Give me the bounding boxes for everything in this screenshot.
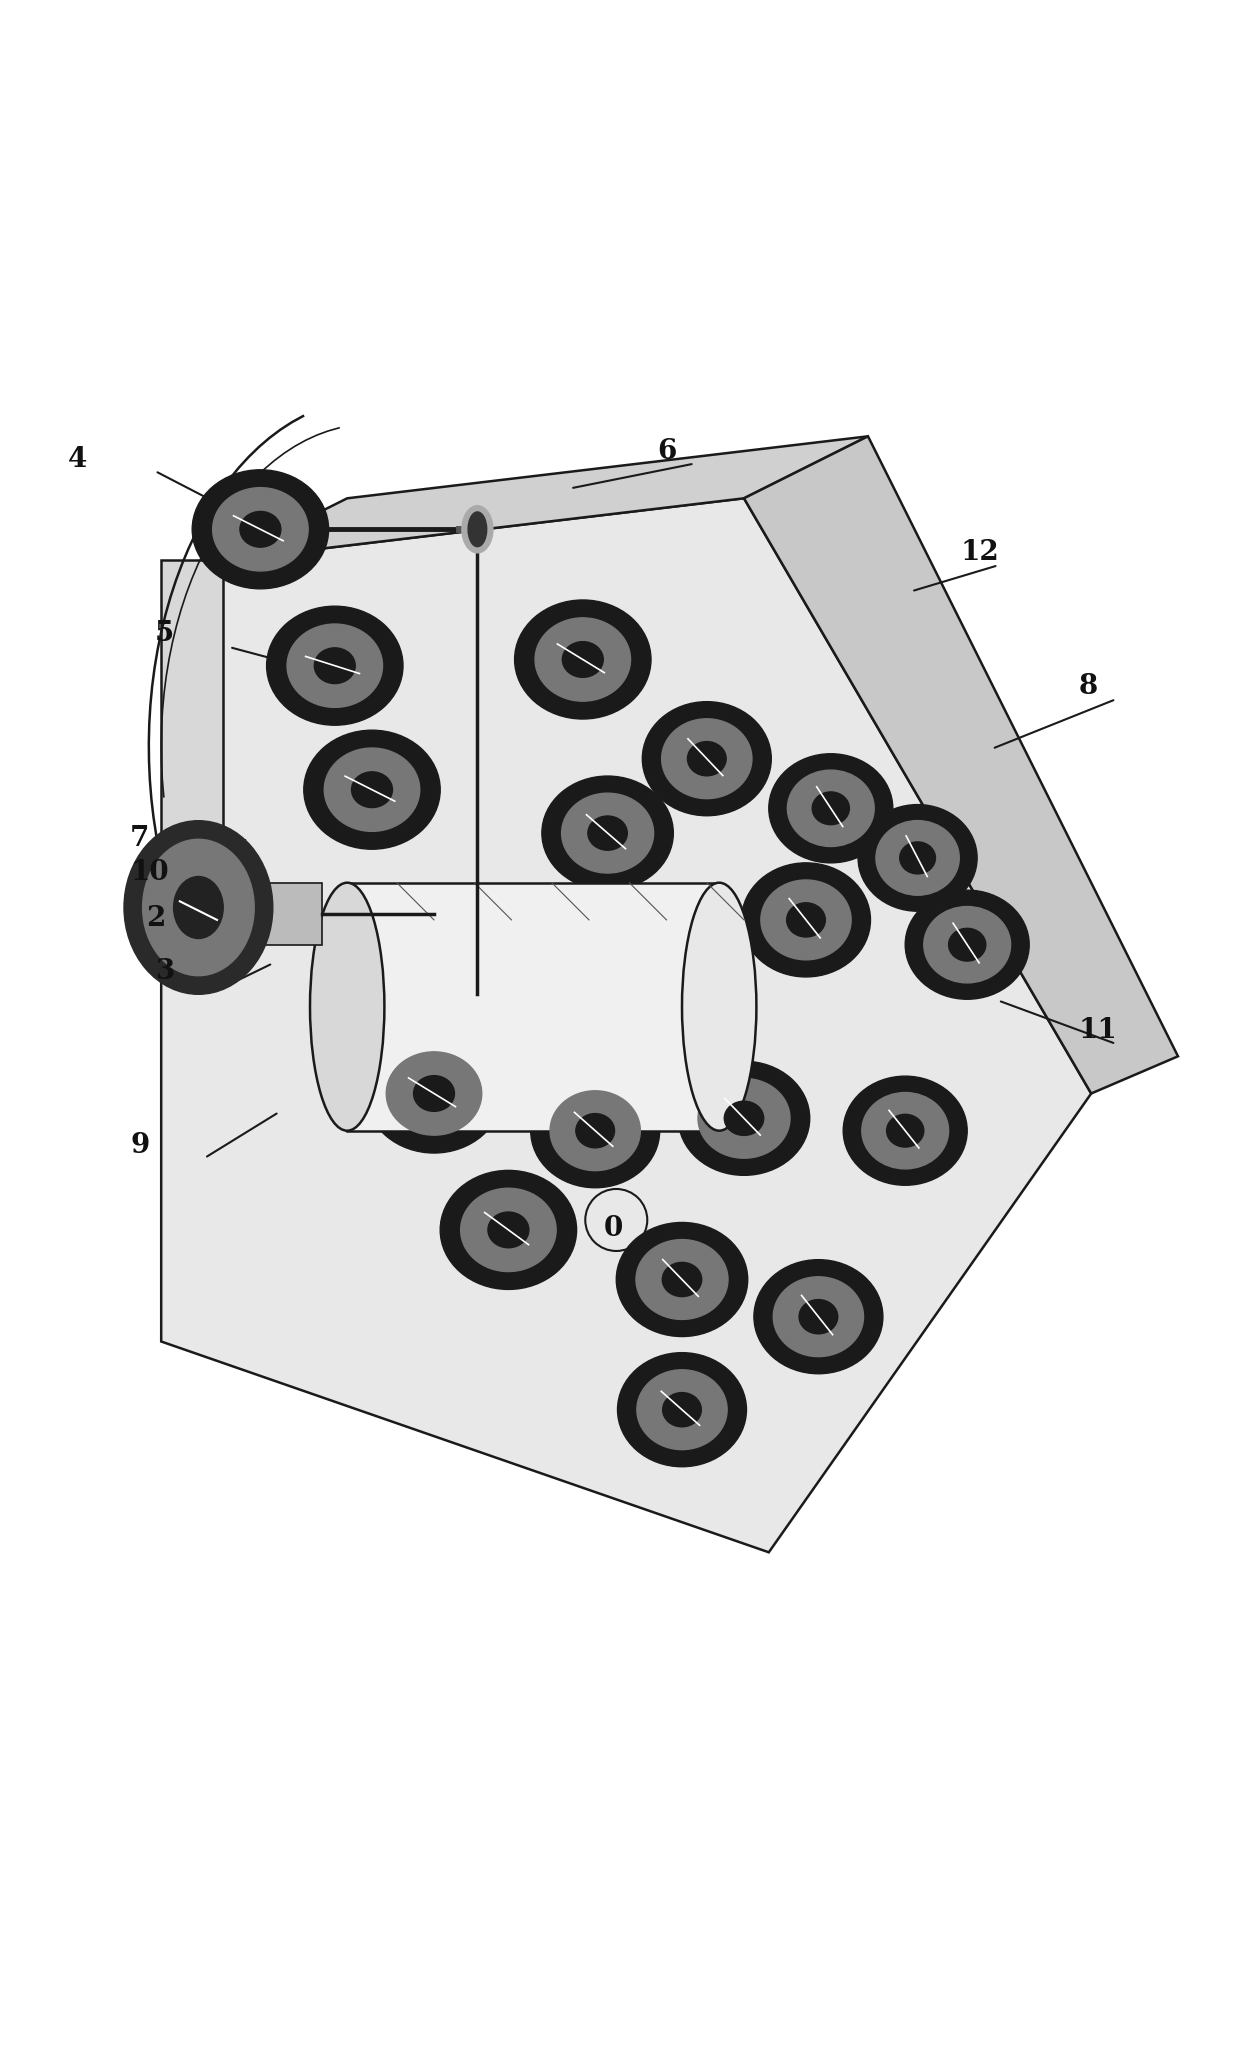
Text: 7: 7 xyxy=(130,825,150,852)
Text: 12: 12 xyxy=(961,538,999,567)
Ellipse shape xyxy=(267,607,403,726)
Ellipse shape xyxy=(192,470,329,588)
Text: 3: 3 xyxy=(155,959,175,986)
Ellipse shape xyxy=(440,1170,577,1289)
Ellipse shape xyxy=(315,648,355,683)
Ellipse shape xyxy=(678,1060,810,1176)
Text: 5: 5 xyxy=(155,619,175,648)
Ellipse shape xyxy=(239,512,280,547)
Polygon shape xyxy=(223,435,868,561)
Ellipse shape xyxy=(461,1188,556,1271)
Ellipse shape xyxy=(924,906,1011,982)
Ellipse shape xyxy=(515,600,651,720)
Ellipse shape xyxy=(542,776,673,889)
Ellipse shape xyxy=(787,769,874,846)
Text: 10: 10 xyxy=(130,858,169,887)
Ellipse shape xyxy=(489,1213,529,1248)
Ellipse shape xyxy=(682,883,756,1131)
Ellipse shape xyxy=(662,1393,702,1428)
Ellipse shape xyxy=(843,1077,967,1186)
Text: 11: 11 xyxy=(1079,1017,1117,1044)
Ellipse shape xyxy=(662,718,751,798)
Ellipse shape xyxy=(754,1260,883,1374)
Ellipse shape xyxy=(588,817,627,850)
Ellipse shape xyxy=(812,792,849,825)
Ellipse shape xyxy=(662,1263,702,1298)
Polygon shape xyxy=(161,499,1091,1551)
Ellipse shape xyxy=(799,1300,838,1335)
Ellipse shape xyxy=(637,1370,727,1450)
Text: 9: 9 xyxy=(130,1133,150,1159)
Ellipse shape xyxy=(310,883,384,1131)
Ellipse shape xyxy=(325,749,419,831)
Text: 8: 8 xyxy=(1079,673,1099,699)
Text: 0: 0 xyxy=(604,1215,624,1242)
Ellipse shape xyxy=(698,1079,790,1157)
Ellipse shape xyxy=(304,730,440,850)
Text: 4: 4 xyxy=(68,446,88,472)
Ellipse shape xyxy=(387,1052,481,1135)
Ellipse shape xyxy=(616,1223,748,1337)
Polygon shape xyxy=(744,435,1178,1093)
Ellipse shape xyxy=(887,1114,924,1147)
Ellipse shape xyxy=(366,1034,502,1153)
Ellipse shape xyxy=(213,487,308,571)
Ellipse shape xyxy=(531,1073,660,1188)
Ellipse shape xyxy=(469,512,486,547)
Ellipse shape xyxy=(534,617,630,701)
Ellipse shape xyxy=(562,642,603,677)
Ellipse shape xyxy=(636,1240,728,1320)
Text: 6: 6 xyxy=(657,437,677,464)
Ellipse shape xyxy=(143,840,254,976)
Ellipse shape xyxy=(562,792,653,873)
Ellipse shape xyxy=(774,1277,863,1357)
Polygon shape xyxy=(347,883,719,1131)
Ellipse shape xyxy=(124,821,273,994)
Ellipse shape xyxy=(742,862,870,978)
Ellipse shape xyxy=(875,821,960,895)
Ellipse shape xyxy=(761,881,851,959)
Ellipse shape xyxy=(724,1102,764,1135)
Text: 2: 2 xyxy=(146,906,166,932)
Ellipse shape xyxy=(174,877,223,939)
Ellipse shape xyxy=(352,772,392,807)
Ellipse shape xyxy=(642,701,771,815)
Ellipse shape xyxy=(786,904,826,937)
Ellipse shape xyxy=(288,623,382,708)
Ellipse shape xyxy=(949,928,986,961)
Polygon shape xyxy=(223,883,322,945)
Ellipse shape xyxy=(900,842,935,875)
Ellipse shape xyxy=(413,1075,454,1112)
Ellipse shape xyxy=(687,741,727,776)
Ellipse shape xyxy=(551,1091,640,1170)
Polygon shape xyxy=(161,561,223,970)
Ellipse shape xyxy=(618,1353,746,1467)
Ellipse shape xyxy=(862,1093,949,1170)
Ellipse shape xyxy=(463,505,494,553)
Ellipse shape xyxy=(769,753,893,862)
Ellipse shape xyxy=(905,889,1029,998)
Ellipse shape xyxy=(575,1114,615,1147)
Ellipse shape xyxy=(858,805,977,912)
